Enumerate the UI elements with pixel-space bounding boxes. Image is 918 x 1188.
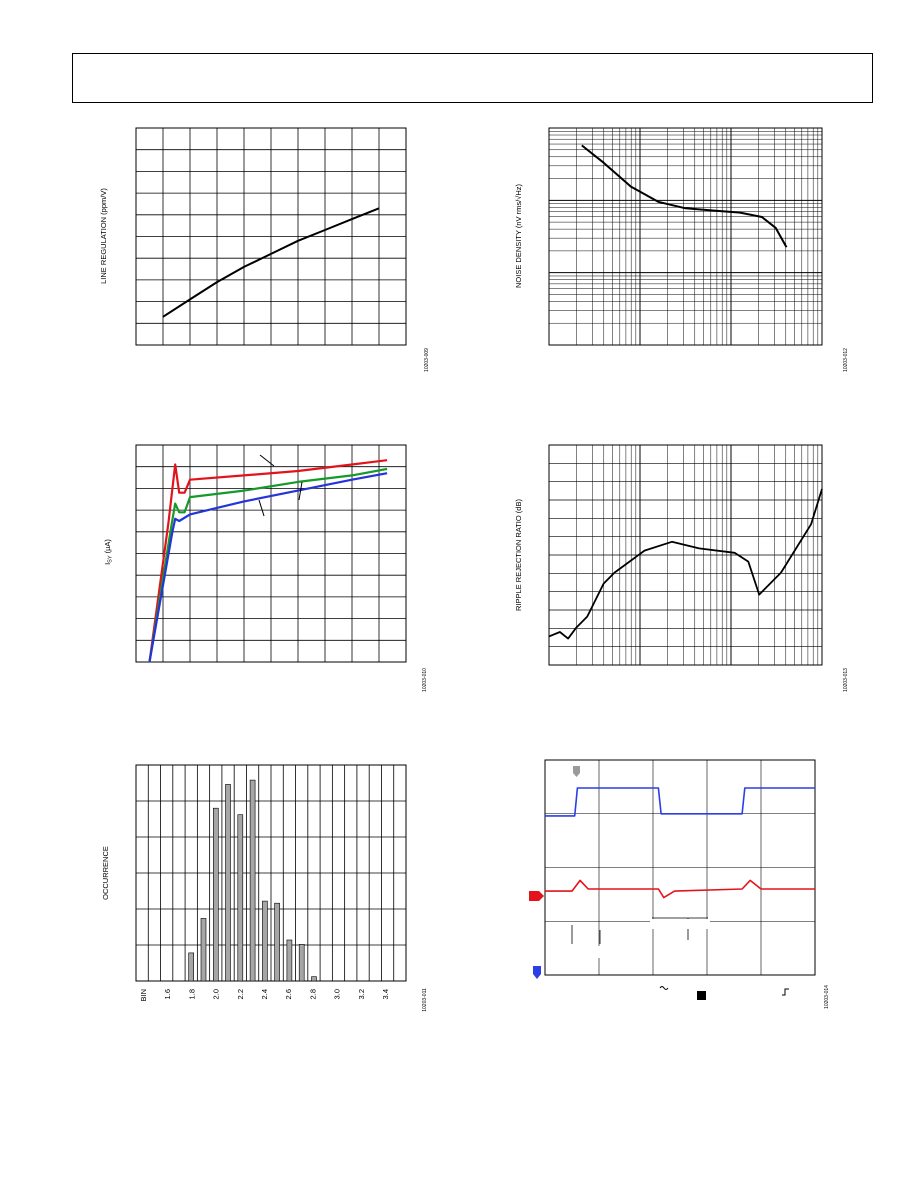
histogram-bar — [311, 976, 317, 982]
noise-density-chart: NOISE DENSITY (nV rms/√Hz) 10203-012 — [514, 127, 849, 372]
series-line — [162, 207, 380, 318]
line-regulation-chart: LINE REGULATION (ppm/V) 10203-009 — [99, 127, 430, 372]
series-line — [548, 488, 823, 640]
plot-lines — [148, 459, 388, 663]
x-tick-label: 2.0 — [212, 989, 221, 999]
channel2-marker-icon — [529, 891, 544, 901]
histogram-bar — [274, 902, 280, 982]
annotation-arrow — [259, 454, 275, 467]
trigger-marker-icon — [573, 766, 580, 777]
grid — [545, 760, 815, 975]
series-line — [545, 787, 815, 817]
scope-label-mask — [650, 919, 710, 929]
series-line — [581, 144, 788, 248]
annotation-arrow — [298, 481, 303, 501]
transient-response-chart: 10203-014 — [529, 759, 830, 1009]
grid — [548, 445, 822, 665]
plot-lines — [545, 787, 815, 899]
series-line — [148, 472, 388, 663]
x-tick-label: 3.0 — [333, 989, 342, 999]
x-tick-label: 1.8 — [187, 989, 196, 999]
ripple-rejection-chart: RIPPLE REJECTION RATIO (dB) 10203-013 — [514, 444, 849, 692]
histogram-chart: BIN 1.6 1.8 2.0 2.2 2.4 2.6 2.8 3.0 3.2 3.4 OCCURR… — [101, 764, 428, 1012]
x-tick-label: 2.4 — [260, 989, 269, 999]
series-line — [148, 459, 388, 663]
y-axis-label: ISY (µA) — [103, 539, 114, 565]
x-tick-label: BIN — [139, 989, 148, 1002]
x-tick-label: 3.2 — [357, 989, 366, 999]
annotation-arrow — [258, 499, 265, 517]
histogram-bar — [262, 900, 268, 982]
x-tick-label: 2.2 — [236, 989, 245, 999]
grid — [136, 445, 406, 662]
histogram-bar — [200, 918, 207, 982]
y-axis-label: LINE REGULATION (ppm/V) — [99, 188, 108, 284]
series-line — [148, 467, 388, 663]
run-indicator-icon — [697, 991, 706, 1000]
scope-label-mask — [546, 946, 606, 958]
histogram-bar — [188, 952, 194, 982]
grid — [136, 128, 406, 345]
y-axis-label: OCCURRENCE — [101, 846, 110, 900]
curve-annotation-arrows — [258, 454, 303, 517]
histogram-bar — [286, 939, 293, 982]
figure-id: 10203-009 — [424, 348, 430, 372]
grid — [136, 765, 406, 981]
x-tick-label: 1.6 — [163, 989, 172, 999]
histogram-bar — [225, 784, 231, 982]
x-tick-label: 2.6 — [284, 989, 293, 999]
figure-id: 10203-013 — [843, 668, 849, 692]
histogram-bar — [237, 814, 244, 982]
channel1-marker-icon — [533, 966, 541, 979]
falling-edge-icon — [659, 986, 669, 990]
supply-current-chart: ISY (µA) 10203-010 — [103, 444, 428, 692]
plot-lines — [162, 207, 380, 318]
histogram-bar — [213, 807, 219, 982]
series-line — [545, 879, 815, 899]
histogram-bar — [298, 943, 305, 982]
plot-lines — [548, 488, 823, 640]
figure-id: 10203-011 — [422, 988, 428, 1012]
histogram-bar — [249, 779, 256, 982]
histogram-bars — [188, 779, 317, 982]
x-tick-label: 3.4 — [381, 989, 390, 999]
figure-id: 10203-010 — [422, 668, 428, 692]
plot-lines — [581, 144, 788, 248]
x-tick-label: 2.8 — [308, 989, 317, 999]
y-axis-label: NOISE DENSITY (nV rms/√Hz) — [514, 184, 523, 288]
figure-id: 10203-012 — [843, 348, 849, 372]
scope-markers — [529, 766, 789, 1000]
y-axis-label: RIPPLE REJECTION RATIO (dB) — [514, 499, 523, 611]
grid — [548, 128, 822, 346]
rising-edge-icon — [782, 988, 789, 996]
page-header-frame — [72, 53, 873, 103]
x-tick-labels: BIN 1.6 1.8 2.0 2.2 2.4 2.6 2.8 3.0 3.2 3.4 — [139, 989, 390, 1002]
figure-id: 10203-014 — [824, 985, 830, 1009]
